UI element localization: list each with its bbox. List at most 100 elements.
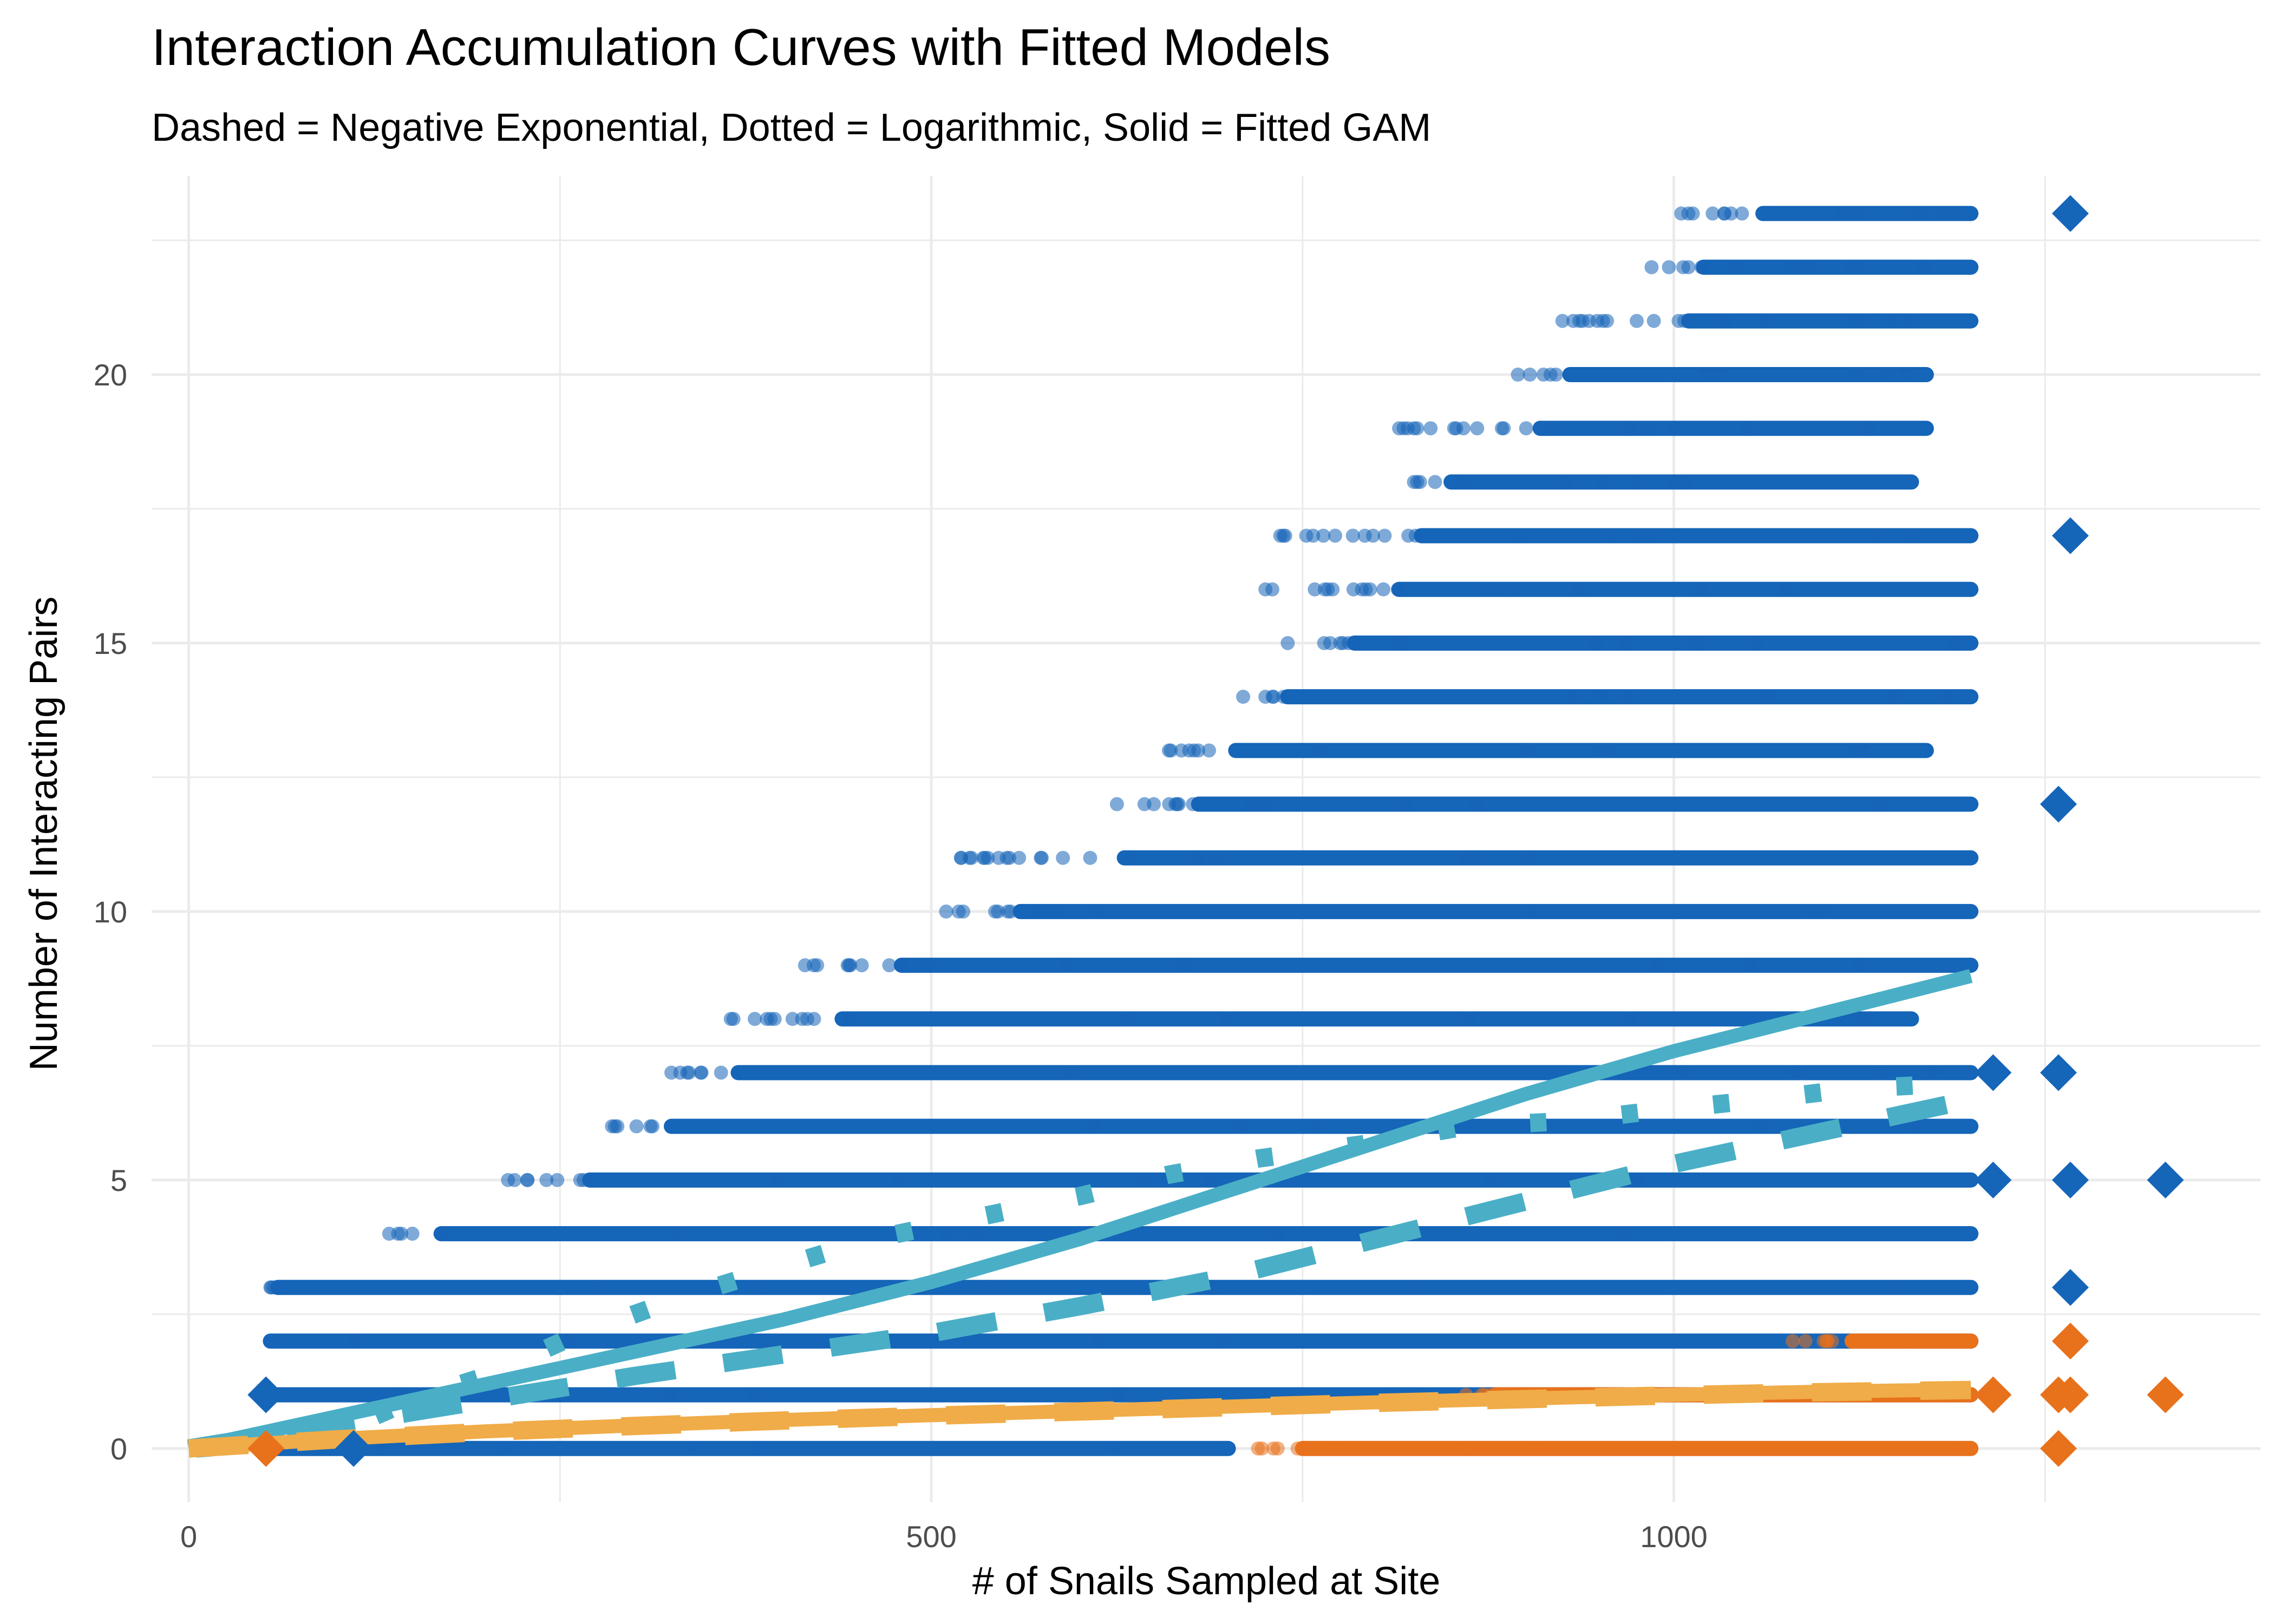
data-point [1519,421,1533,436]
data-point [501,1173,515,1187]
data-point [1137,797,1152,811]
data-point [1251,1441,1265,1456]
data-point [747,1387,761,1402]
data-point [1870,528,1885,543]
data-point [1410,421,1424,436]
data-point [1849,743,1864,758]
data-point [1527,1441,1541,1456]
data-point [394,1227,409,1241]
data-point [1187,743,1201,758]
diamond-point [1975,1376,2012,1413]
data-point [1092,1334,1106,1348]
data-point [1091,904,1106,919]
data-point [1394,636,1408,650]
data-point [1754,1119,1768,1134]
data-point [1559,475,1574,489]
data-point [1216,1334,1231,1348]
fitted-curve-dashed [187,1090,1973,1458]
data-point [1461,1012,1476,1026]
data-point [1801,260,1815,274]
data-point [348,1334,363,1348]
data-point [1177,958,1192,973]
data-point [1086,1119,1101,1134]
data-point [1873,1065,1888,1080]
data-point [1881,313,1896,328]
data-point [1935,206,1950,221]
diamond-point [335,1430,373,1467]
data-point [1706,206,1720,221]
data-point [1484,1173,1499,1187]
data-point [920,958,935,973]
data-point [1735,206,1749,221]
data-point [1470,421,1485,436]
data-point [1879,368,1893,382]
chart-subtitle: Dashed = Negative Exponential, Dotted = … [152,106,1431,149]
data-point [1469,797,1484,811]
data-point [1064,1065,1079,1080]
data-point [1749,636,1764,650]
data-point [1798,1334,1813,1348]
data-point [969,1227,984,1241]
data-point [1925,1065,1939,1080]
data-point [1740,421,1755,436]
data-point [1273,528,1288,543]
data-point [1593,743,1608,758]
diamond-group [247,1322,2184,1467]
data-point [1544,421,1559,436]
data-point [1724,206,1739,221]
data-point [1109,797,1124,811]
data-point [1266,690,1280,704]
data-point [1596,475,1611,489]
data-point [1847,313,1861,328]
data-point [1904,313,1919,328]
data-point [1210,850,1224,865]
y-tick-label: 20 [94,358,127,392]
data-point [1124,850,1139,865]
data-point [1825,1334,1839,1348]
data-point [1623,1012,1638,1026]
diamond-point [2051,517,2089,554]
data-point [1912,206,1927,221]
data-point [1785,1334,1800,1348]
data-point [1398,797,1413,811]
data-point [497,1441,512,1456]
data-point [1280,636,1295,650]
data-point [605,1119,619,1134]
data-point [1667,475,1682,489]
data-point [1468,850,1482,865]
diamond-point [1975,1161,2012,1199]
data-point [1120,1012,1135,1026]
data-point [539,1173,554,1187]
data-point [1520,743,1534,758]
data-point [1276,690,1291,704]
data-point [1162,797,1177,811]
data-point [1428,475,1442,489]
data-point [1347,636,1361,650]
data-point [1643,528,1658,543]
data-point [1186,797,1200,811]
data-point [1522,850,1537,865]
data-point [1506,582,1521,597]
data-point [1644,260,1659,274]
data-point [550,1173,565,1187]
data-point [1629,313,1644,328]
data-point [964,850,979,865]
data-point [1616,1227,1631,1241]
data-point [988,904,1003,919]
data-point [643,1119,658,1134]
data-point [1255,797,1270,811]
data-point [1814,904,1829,919]
data-point [1729,260,1744,274]
data-point [1786,260,1801,274]
data-point [1709,368,1724,382]
data-point [939,904,953,919]
data-point [1631,1173,1645,1187]
data-point [1834,206,1849,221]
data-point [1886,690,1900,704]
data-point [1328,528,1343,543]
data-point [1685,206,1700,221]
data-point [1524,904,1538,919]
data-point [1676,1065,1690,1080]
data-point [1034,850,1048,865]
plot-area [187,195,2184,1467]
